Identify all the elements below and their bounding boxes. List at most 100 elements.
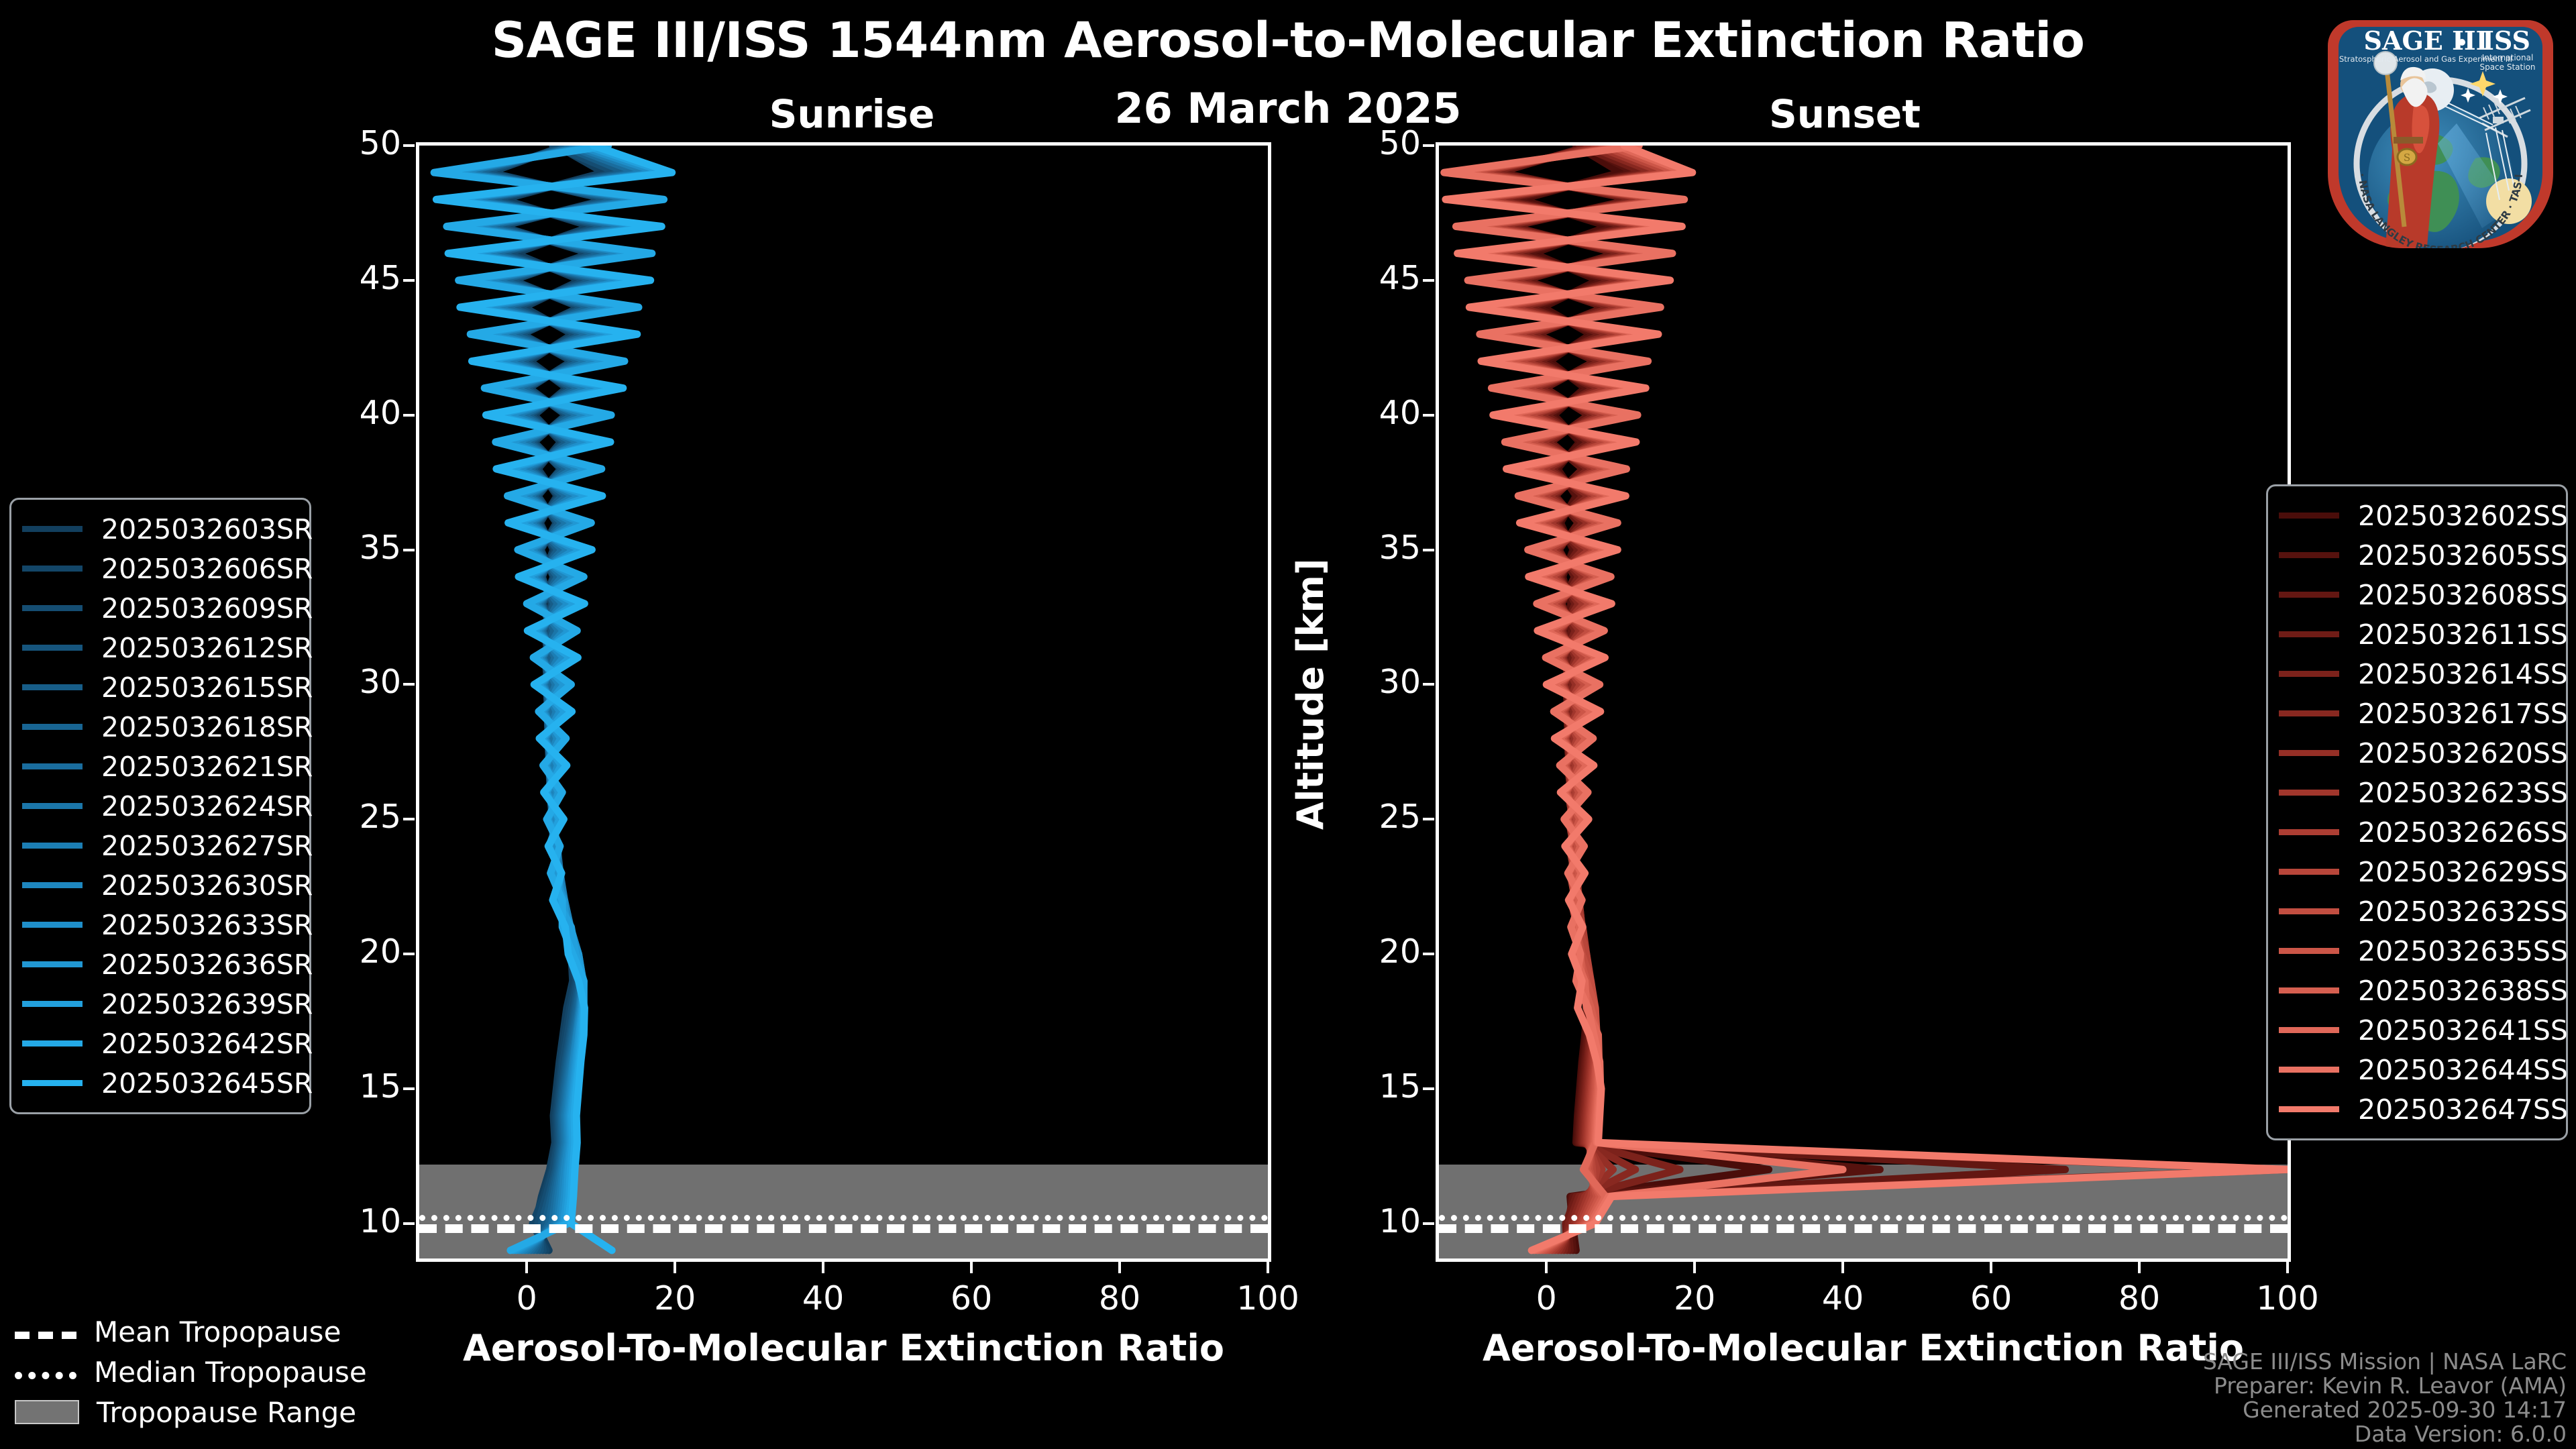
y-tick-mark-sunrise-20 [403,953,415,956]
legend-item[interactable]: 2025032612SR [22,628,313,667]
legend-item-label: 2025032618SR [101,710,313,743]
legend-item[interactable]: 2025032611SS [2279,614,2568,654]
footer-line-mission: SAGE III/ISS Mission | NASA LaRC [2202,1348,2567,1375]
legend-item[interactable]: 2025032635SS [2279,931,2568,971]
panel-title-sunrise: Sunrise [769,91,935,137]
patch-sage-figure: S [2373,51,2440,247]
legend-item[interactable]: 2025032609SR [22,588,313,628]
y-tick-label-sunrise-20: 20 [359,932,401,971]
svg-text:S: S [2404,152,2410,164]
legend-item[interactable]: 2025032626SS [2279,812,2568,852]
y-tick-mark-sunset-45 [1423,278,1434,282]
legend-item-label: 2025032642SR [101,1027,313,1060]
x-tick-label-sunrise-40: 40 [802,1279,845,1318]
x-tick-mark-sunset-40 [1841,1262,1845,1273]
legend-item[interactable]: 2025032639SR [22,984,313,1024]
legend-item[interactable]: 2025032644SS [2279,1050,2568,1089]
legend-item-label: 2025032644SS [2358,1053,2568,1086]
legend-item-label: 2025032629SS [2358,855,2568,888]
legend-item[interactable]: 2025032621SR [22,747,313,786]
median-tropopause-swatch [15,1362,76,1382]
legend-color-swatch [22,961,83,967]
legend-color-swatch [2279,790,2339,796]
patch-subtitle-right-2: Space Station [2479,62,2535,72]
legend-color-swatch [22,605,83,611]
mean-tropopause-swatch [15,1322,76,1342]
legend-item[interactable]: 2025032615SR [22,667,313,707]
median-tropopause-line-sunset [1439,1214,2288,1221]
y-tick-label-sunrise-35: 35 [359,528,401,567]
legend-sunrise-events[interactable]: 2025032603SR 2025032606SR 2025032609SR 2025… [9,498,313,1114]
x-tick-mark-sunset-100 [2286,1262,2289,1273]
y-tick-label-sunset-25: 25 [1379,798,1421,837]
footer-line-preparer: Preparer: Kevin R. Leavor (AMA) [2214,1373,2567,1399]
legend-item[interactable]: 2025032620SS [2279,733,2568,773]
x-tick-mark-sunrise-40 [822,1262,825,1273]
legend-item[interactable]: 2025032641SS [2279,1010,2568,1050]
profile-lines-sunrise [419,146,1268,1258]
legend-item[interactable]: 2025032608SS [2279,575,2568,614]
legend-item-label: 2025032647SS [2358,1093,2568,1126]
footer-line-generated: Generated 2025-09-30 14:17 [2243,1397,2567,1423]
legend-color-swatch [2279,552,2339,558]
legend-item[interactable]: 2025032629SS [2279,852,2568,892]
x-tick-mark-sunset-60 [1990,1262,1993,1273]
legend-item[interactable]: 2025032633SR [22,905,313,945]
legend-item-label: 2025032632SS [2358,895,2568,928]
x-tick-label-sunrise-0: 0 [516,1279,537,1318]
legend-item-label: 2025032612SR [101,631,313,664]
legend-sunset-events[interactable]: 2025032602SS 2025032605SS 2025032608SS 2025… [2266,484,2568,1140]
y-tick-mark-sunset-20 [1423,953,1434,956]
legend-item-label: 2025032605SS [2358,539,2568,572]
tropopause-legend-label: Tropopause Range [97,1395,357,1429]
legend-item[interactable]: 2025032645SR [22,1063,313,1103]
legend-item[interactable]: 2025032623SS [2279,773,2568,812]
legend-color-swatch [22,724,83,730]
y-tick-label-sunset-45: 45 [1379,258,1421,297]
legend-item-label: 2025032638SS [2358,974,2568,1007]
legend-color-swatch [22,566,83,572]
legend-item[interactable]: 2025032617SS [2279,694,2568,733]
legend-item[interactable]: 2025032618SR [22,707,313,747]
page-title: SAGE III/ISS 1544nm Aerosol-to-Molecular… [491,12,2085,69]
legend-item-label: 2025032635SS [2358,934,2568,967]
legend-item[interactable]: 2025032627SR [22,826,313,865]
legend-item[interactable]: 2025032603SR [22,509,313,549]
y-tick-label-sunrise-50: 50 [359,124,401,162]
y-tick-label-sunset-20: 20 [1379,932,1421,971]
y-tick-label-sunrise-10: 10 [359,1201,401,1240]
legend-item[interactable]: 2025032630SR [22,865,313,905]
legend-item[interactable]: 2025032638SS [2279,971,2568,1010]
x-tick-label-sunset-40: 40 [1821,1279,1864,1318]
legend-color-swatch [2279,869,2339,875]
legend-item-label: 2025032602SS [2358,499,2568,532]
legend-item[interactable]: 2025032606SR [22,549,313,588]
x-axis-title-sunset: Aerosol-To-Molecular Extinction Ratio [1483,1327,2244,1369]
legend-item-label: 2025032608SS [2358,578,2568,611]
footer-line-data-version: Data Version: 6.0.0 [2354,1421,2567,1447]
legend-color-swatch [22,922,83,928]
tropopause-legend-item: Mean Tropopause [15,1311,390,1352]
y-tick-label-sunset-35: 35 [1379,528,1421,567]
median-tropopause-line-sunrise [419,1214,1268,1221]
legend-item-label: 2025032627SR [101,829,313,862]
legend-item[interactable]: 2025032614SS [2279,654,2568,694]
legend-item[interactable]: 2025032602SS [2279,496,2568,535]
x-tick-label-sunrise-100: 100 [1236,1279,1299,1318]
legend-item[interactable]: 2025032605SS [2279,535,2568,575]
tropopause-legend-item: Tropopause Range [15,1392,390,1432]
legend-item[interactable]: 2025032647SS [2279,1089,2568,1129]
legend-item[interactable]: 2025032624SR [22,786,313,826]
y-tick-mark-sunset-10 [1423,1222,1434,1225]
legend-item-label: 2025032609SR [101,592,313,625]
legend-item-label: 2025032626SS [2358,816,2568,849]
legend-item[interactable]: 2025032632SS [2279,892,2568,931]
legend-color-swatch [2279,592,2339,598]
legend-item[interactable]: 2025032636SR [22,945,313,984]
tropopause-legend-label: Mean Tropopause [94,1315,341,1348]
legend-item-label: 2025032621SR [101,750,313,783]
legend-item[interactable]: 2025032642SR [22,1024,313,1063]
legend-item-label: 2025032630SR [101,869,313,902]
legend-item-label: 2025032624SR [101,790,313,822]
legend-item-label: 2025032639SR [101,987,313,1020]
